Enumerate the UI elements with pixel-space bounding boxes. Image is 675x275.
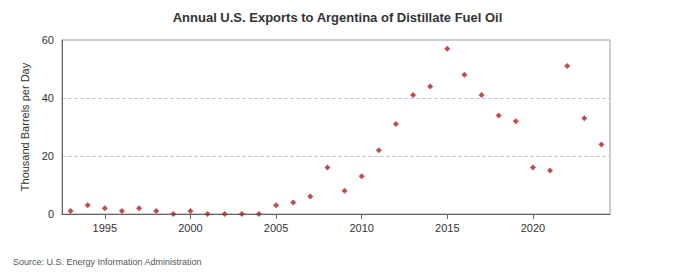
svg-text:Source: U.S. Energy Informatio: Source: U.S. Energy Information Administ…	[13, 257, 202, 267]
svg-text:20: 20	[42, 150, 54, 162]
svg-text:0: 0	[48, 208, 54, 220]
svg-text:40: 40	[42, 92, 54, 104]
svg-text:1995: 1995	[93, 222, 117, 234]
svg-text:2010: 2010	[349, 222, 373, 234]
svg-text:Thousand Barrels per Day: Thousand Barrels per Day	[19, 62, 31, 191]
svg-text:60: 60	[42, 34, 54, 46]
svg-text:2000: 2000	[178, 222, 202, 234]
svg-text:2020: 2020	[521, 222, 545, 234]
svg-text:Annual U.S. Exports to Argenti: Annual U.S. Exports to Argentina of Dist…	[173, 10, 503, 25]
svg-text:2015: 2015	[435, 222, 459, 234]
svg-text:2005: 2005	[264, 222, 288, 234]
